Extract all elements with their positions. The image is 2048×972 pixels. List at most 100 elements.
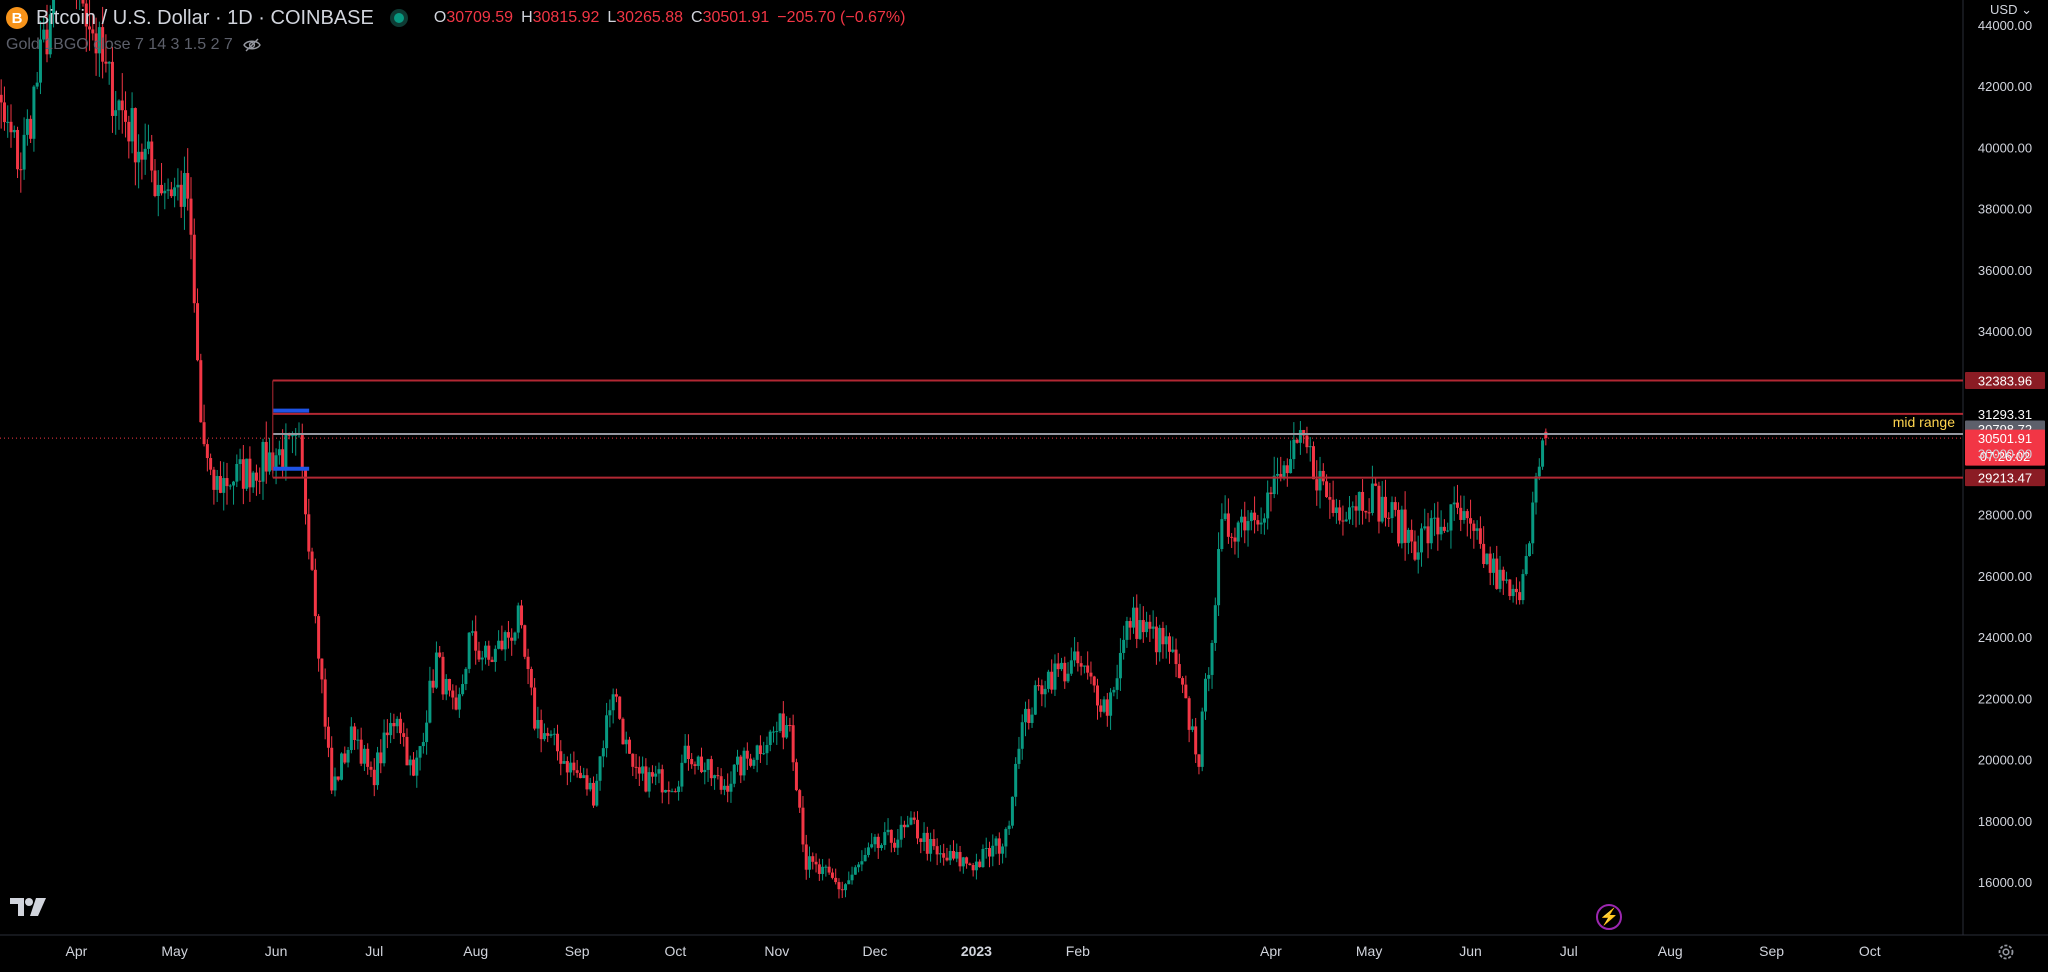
candle-body xyxy=(1213,605,1217,643)
candle-body xyxy=(539,719,543,740)
candle-body xyxy=(1328,497,1332,500)
candle-body xyxy=(726,785,730,792)
candle-body xyxy=(1076,651,1080,664)
candle-body xyxy=(1351,506,1355,508)
candle-body xyxy=(398,718,402,734)
candle-body xyxy=(752,759,756,766)
symbol-title[interactable]: Bitcoin / U.S. Dollar · 1D · COINBASE xyxy=(36,6,374,29)
candle-body xyxy=(1105,699,1109,716)
candle-body xyxy=(1194,726,1198,755)
candle-body xyxy=(778,713,782,732)
candle-body xyxy=(621,718,625,745)
candle-body xyxy=(1367,512,1371,514)
candle-body xyxy=(117,100,121,111)
candle-body xyxy=(542,733,546,740)
candle-body xyxy=(169,189,173,197)
candle-body xyxy=(192,234,196,304)
candle-body xyxy=(307,514,311,552)
countdown-label: 07:26:02 xyxy=(1980,449,2031,464)
candle-body xyxy=(736,756,740,765)
candle-body xyxy=(1269,492,1273,495)
lightning-bolt-icon[interactable]: ⚡ xyxy=(1596,904,1622,930)
candle-body xyxy=(1010,796,1014,826)
candle-body xyxy=(313,569,317,617)
candle-body xyxy=(1020,722,1024,749)
candle-body xyxy=(1203,678,1207,712)
x-tick-label: May xyxy=(161,943,187,959)
candle-body xyxy=(1046,671,1050,689)
candle-body xyxy=(218,476,222,493)
gear-icon[interactable] xyxy=(1996,942,2016,962)
candle-body xyxy=(562,761,566,764)
ohlc-values: O30709.59 H30815.92 L30265.88 C30501.91 … xyxy=(434,9,906,27)
candle-body xyxy=(641,766,645,774)
candle-body xyxy=(1177,664,1181,679)
candle-body xyxy=(1131,607,1135,628)
candle-body xyxy=(91,29,95,34)
candle-body xyxy=(402,733,406,737)
candle-body xyxy=(827,866,831,873)
currency-selector[interactable]: USD ⌄ xyxy=(1990,2,2032,17)
candle-body xyxy=(1347,507,1351,520)
candle-body xyxy=(994,838,998,846)
candle-body xyxy=(1361,491,1365,511)
candle-body xyxy=(1256,520,1260,525)
market-status-icon[interactable] xyxy=(393,13,404,23)
candle-body xyxy=(1190,726,1194,730)
candle-body xyxy=(336,776,340,780)
candle-body xyxy=(1436,517,1440,535)
y-tick-label: 22000.00 xyxy=(1978,691,2032,706)
candle-body xyxy=(739,756,743,776)
candle-body xyxy=(971,865,975,871)
candle-body xyxy=(840,889,844,891)
candle-body xyxy=(1357,491,1361,511)
candle-body xyxy=(490,659,494,662)
candle-body xyxy=(1102,699,1106,712)
candle-body xyxy=(143,148,147,160)
candle-body xyxy=(392,723,396,727)
candle-body xyxy=(137,151,141,163)
x-tick-label: Oct xyxy=(1859,943,1881,959)
candle-body xyxy=(1266,492,1270,519)
candle-body xyxy=(664,789,668,793)
candle-body xyxy=(844,884,848,891)
candle-body xyxy=(857,864,861,868)
candle-body xyxy=(1465,511,1469,519)
candle-body xyxy=(1043,688,1047,695)
high-key: H xyxy=(521,9,533,26)
candle-body xyxy=(1001,846,1005,854)
candle-body xyxy=(186,173,190,199)
candle-body xyxy=(1475,528,1479,531)
candle-body xyxy=(268,452,272,472)
candle-body xyxy=(804,844,808,870)
candle-body xyxy=(1004,829,1008,847)
candle-body xyxy=(156,184,160,197)
candle-body xyxy=(1059,662,1063,670)
candle-body xyxy=(1089,672,1093,677)
candle-body xyxy=(958,851,962,867)
x-tick-label: Apr xyxy=(66,943,88,959)
eye-slash-icon[interactable] xyxy=(242,38,261,52)
candle-body xyxy=(713,775,717,779)
price-axis-label-bg xyxy=(1965,469,2045,487)
candle-body xyxy=(1491,558,1495,573)
candle-body xyxy=(601,748,605,757)
candle-body xyxy=(683,745,687,763)
candle-body xyxy=(732,764,736,784)
tradingview-logo-icon[interactable] xyxy=(10,896,50,918)
candle-body xyxy=(1370,483,1374,513)
candle-body xyxy=(673,791,677,793)
candle-body xyxy=(1063,662,1067,682)
candle-body xyxy=(120,100,124,111)
y-tick-label: 34000.00 xyxy=(1978,324,2032,339)
candle-body xyxy=(454,697,458,710)
candle-body xyxy=(588,782,592,790)
candle-body xyxy=(902,824,906,828)
candle-body xyxy=(1053,663,1057,690)
candle-body xyxy=(209,458,213,470)
indicator-legend[interactable]: Gold 1BGO close 7 14 3 1.5 2 7 xyxy=(6,36,261,54)
candle-body xyxy=(821,866,825,874)
candle-body xyxy=(500,640,504,650)
candle-body xyxy=(425,722,429,743)
